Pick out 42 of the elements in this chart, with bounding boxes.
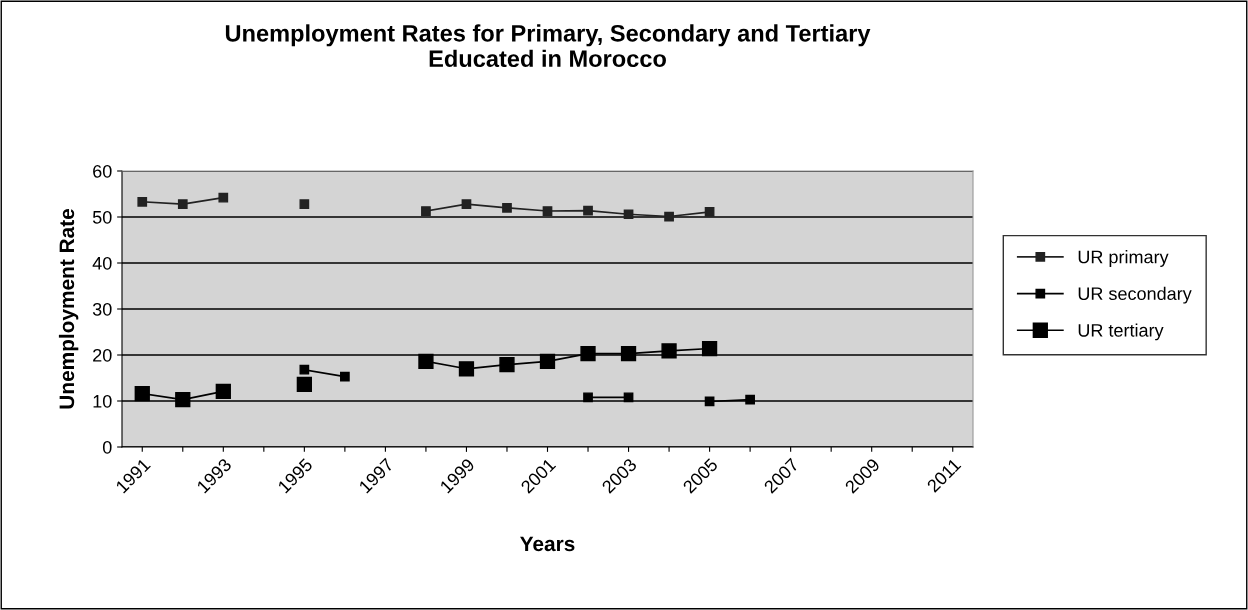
legend-label: UR primary: [1078, 250, 1169, 267]
point: [461, 199, 472, 209]
point: [299, 364, 310, 375]
y-tick-label: 50: [92, 210, 112, 224]
point: [177, 199, 188, 209]
point: [175, 391, 191, 408]
point: [623, 209, 634, 220]
point: [215, 383, 231, 399]
y-tick-label: 20: [93, 348, 112, 362]
point: [620, 345, 637, 362]
y-tick-label: 60: [93, 164, 112, 178]
y-tick-label: 0: [102, 440, 112, 454]
point: [340, 371, 350, 382]
legend-label: UR secondary: [1078, 286, 1192, 304]
chart-title: Unemployment Rates for Primary, Secondary and Tertiary Educated in Morocco: [225, 24, 871, 68]
point: [583, 205, 593, 216]
point: [539, 353, 556, 370]
point: [458, 361, 475, 377]
x-axis-title: Years: [520, 536, 575, 552]
y-tick-label: 10: [93, 394, 112, 408]
y-tick-label: 30: [92, 302, 112, 316]
point: [623, 392, 634, 403]
point: [134, 386, 150, 402]
point: [421, 206, 431, 216]
y-tick-label: 40: [92, 256, 112, 270]
point: [745, 394, 755, 405]
point: [542, 206, 553, 216]
point: [499, 357, 515, 373]
legend-label: UR tertiary: [1078, 323, 1164, 341]
point: [502, 202, 512, 213]
point: [580, 345, 596, 362]
point: [701, 340, 718, 357]
point: [137, 196, 148, 207]
point: [704, 207, 715, 217]
point: [296, 376, 312, 393]
point: [661, 343, 677, 359]
point: [218, 192, 229, 203]
point: [418, 353, 434, 370]
point: [583, 392, 593, 403]
point: [664, 211, 674, 222]
y-axis-title: Unemployment Rate: [58, 208, 79, 409]
point: [299, 199, 310, 209]
